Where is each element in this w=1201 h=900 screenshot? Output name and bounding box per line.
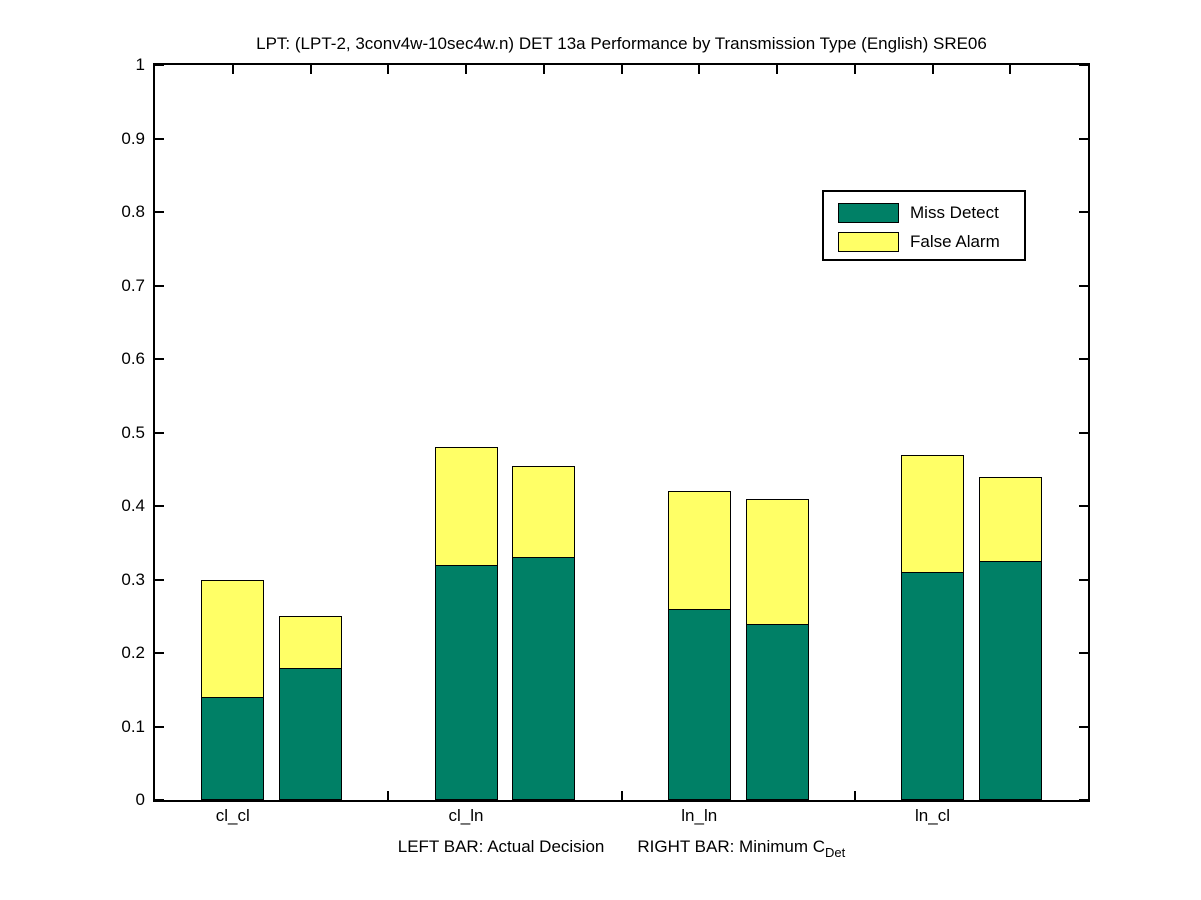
x-tick-top [698, 65, 701, 74]
x-tick-bottom [853, 791, 856, 800]
bar-segment-false-alarm [745, 498, 809, 624]
y-tick-left [155, 431, 164, 434]
y-tick-label: 0.4 [121, 496, 145, 515]
y-tick-left [155, 799, 164, 801]
y-tick-left [155, 652, 164, 654]
y-tick-left [155, 284, 164, 287]
y-tick-right [1079, 799, 1088, 801]
chart-title: LPT: (LPT-2, 3conv4w-10sec4w.n) DET 13a … [256, 34, 987, 53]
legend: Miss Detect False Alarm [822, 190, 1026, 261]
y-tick-right [1079, 652, 1088, 654]
y-tick-left [155, 505, 164, 507]
bar-segment-miss-detect [901, 572, 964, 800]
x-axis-label-left: LEFT BAR: Actual Decision [397, 837, 605, 856]
y-tick-right [1079, 578, 1088, 581]
y-tick-left [155, 578, 164, 581]
x-axis-label: LEFT BAR: Actual Decision RIGHT BAR: Mini… [153, 836, 1090, 864]
x-tick-top [231, 65, 234, 74]
plot-area [153, 63, 1090, 802]
legend-label-false-alarm: False Alarm [910, 232, 1000, 251]
bar-segment-miss-detect [201, 697, 265, 800]
y-tick-label: 0 [135, 790, 145, 809]
false-alarm-swatch-icon [838, 232, 899, 252]
y-tick-right [1079, 358, 1088, 360]
y-tick-label: 0.7 [121, 275, 145, 295]
bar-segment-miss-detect [279, 667, 342, 800]
x-tick-top [465, 65, 467, 74]
y-tick-label: 0.5 [121, 422, 145, 442]
x-tick-bottom [620, 791, 623, 800]
y-tick-label: 0.6 [121, 349, 145, 368]
y-tick-label: 0.2 [121, 643, 145, 662]
y-tick-right [1079, 505, 1088, 507]
y-tick-left [155, 137, 164, 140]
x-tick-top [387, 65, 390, 74]
y-tick-label: 0.3 [121, 569, 145, 589]
bar-segment-miss-detect [667, 608, 731, 800]
bar-segment-miss-detect [978, 561, 1042, 800]
y-tick-label: 0.9 [121, 128, 145, 148]
legend-label-miss-detect: Miss Detect [910, 203, 999, 222]
x-tick-top [309, 65, 312, 74]
x-tick-top [1009, 65, 1012, 74]
bar-segment-false-alarm [201, 579, 265, 698]
bar-segment-false-alarm [279, 616, 342, 668]
bar-segment-miss-detect [434, 564, 498, 800]
bar-segment-false-alarm [667, 491, 731, 609]
y-tick-label: 1 [135, 55, 145, 74]
y-tick-right [1079, 137, 1088, 140]
bar-segment-false-alarm [512, 465, 576, 558]
x-axis-label-subscript: Det [825, 845, 846, 860]
y-tick-label: 0.8 [121, 202, 145, 221]
x-tick-top [853, 65, 856, 74]
x-axis-label-right: RIGHT BAR: Minimum C [637, 837, 826, 856]
bar-segment-false-alarm [434, 447, 498, 565]
y-tick-right [1079, 211, 1088, 213]
bar-segment-false-alarm [901, 454, 964, 573]
miss-detect-swatch-icon [838, 203, 899, 223]
x-tick-top [776, 65, 778, 74]
y-tick-label: 0.1 [121, 716, 145, 736]
x-tick-bottom [387, 791, 390, 800]
y-tick-right [1079, 431, 1088, 434]
x-tick-top [620, 65, 623, 74]
bar-segment-false-alarm [978, 476, 1042, 562]
y-tick-left [155, 725, 164, 728]
x-category-label: cl_ln [448, 806, 484, 825]
x-tick-top [542, 65, 545, 74]
y-tick-left [155, 64, 164, 66]
x-category-label: ln_ln [681, 806, 718, 825]
x-tick-top [931, 65, 934, 74]
y-tick-left [155, 358, 164, 360]
x-category-label: ln_cl [915, 806, 950, 825]
bar-segment-miss-detect [745, 623, 809, 800]
y-tick-right [1079, 725, 1088, 728]
bar-segment-miss-detect [512, 557, 576, 800]
x-category-label: cl_cl [215, 806, 250, 825]
y-tick-left [155, 211, 164, 213]
y-tick-right [1079, 284, 1088, 287]
y-tick-right [1079, 64, 1088, 66]
